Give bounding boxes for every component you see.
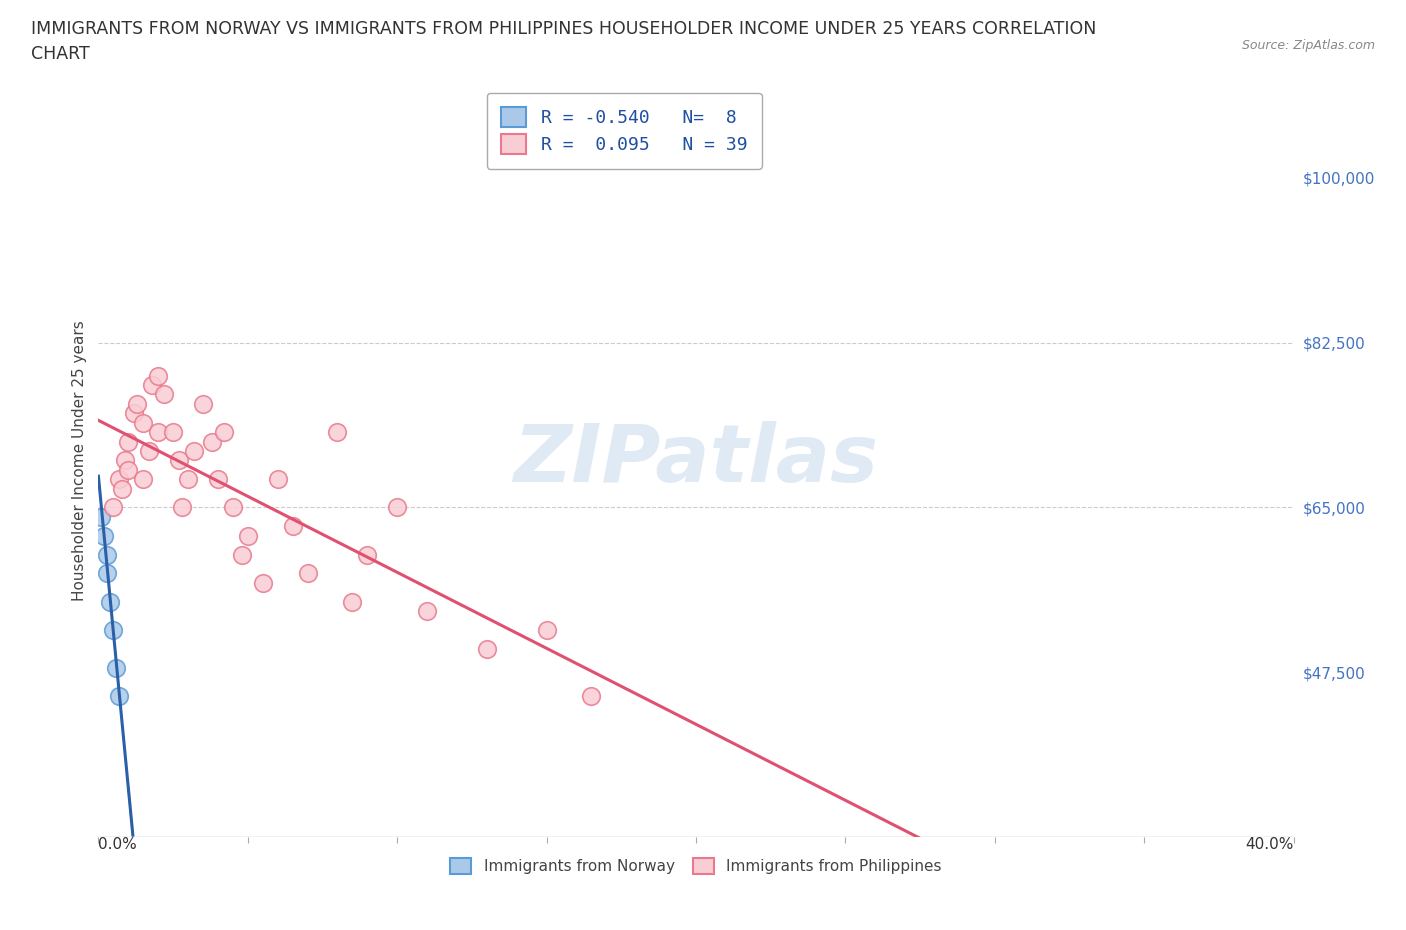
Point bbox=[326, 425, 349, 440]
Point bbox=[96, 565, 118, 580]
Point bbox=[252, 576, 274, 591]
Point bbox=[231, 547, 253, 562]
Y-axis label: Householder Income Under 25 years: Householder Income Under 25 years bbox=[72, 320, 87, 601]
Point bbox=[103, 622, 125, 637]
Point bbox=[127, 396, 149, 411]
Text: ZIPatlas: ZIPatlas bbox=[513, 421, 879, 499]
Point bbox=[536, 622, 558, 637]
Text: Source: ZipAtlas.com: Source: ZipAtlas.com bbox=[1241, 39, 1375, 52]
Point bbox=[267, 472, 290, 486]
Point bbox=[162, 425, 184, 440]
Text: IMMIGRANTS FROM NORWAY VS IMMIGRANTS FROM PHILIPPINES HOUSEHOLDER INCOME UNDER 2: IMMIGRANTS FROM NORWAY VS IMMIGRANTS FRO… bbox=[31, 20, 1097, 38]
Point bbox=[297, 565, 319, 580]
Text: 0.0%: 0.0% bbox=[98, 837, 138, 852]
Point bbox=[117, 462, 139, 477]
Point bbox=[356, 547, 378, 562]
Point bbox=[385, 500, 409, 515]
Point bbox=[141, 378, 163, 392]
Point bbox=[172, 500, 194, 515]
Point bbox=[108, 472, 131, 486]
Point bbox=[108, 688, 131, 703]
Point bbox=[96, 547, 118, 562]
Point bbox=[105, 660, 128, 675]
Point bbox=[111, 481, 134, 496]
Point bbox=[93, 528, 115, 543]
Point bbox=[236, 528, 259, 543]
Point bbox=[114, 453, 136, 468]
Point bbox=[191, 396, 214, 411]
Legend: Immigrants from Norway, Immigrants from Philippines: Immigrants from Norway, Immigrants from … bbox=[443, 851, 949, 882]
Point bbox=[117, 434, 139, 449]
Text: 40.0%: 40.0% bbox=[1246, 837, 1294, 852]
Point bbox=[98, 594, 122, 609]
Point bbox=[281, 519, 304, 534]
Point bbox=[132, 415, 155, 430]
Point bbox=[212, 425, 235, 440]
Point bbox=[207, 472, 229, 486]
Point bbox=[148, 368, 170, 383]
Point bbox=[475, 642, 498, 657]
Point bbox=[148, 425, 170, 440]
Point bbox=[342, 594, 364, 609]
Point bbox=[132, 472, 155, 486]
Point bbox=[167, 453, 190, 468]
Point bbox=[416, 604, 439, 618]
Point bbox=[90, 510, 112, 525]
Text: CHART: CHART bbox=[31, 45, 90, 62]
Point bbox=[201, 434, 224, 449]
Point bbox=[177, 472, 200, 486]
Point bbox=[581, 688, 603, 703]
Point bbox=[153, 387, 176, 402]
Point bbox=[138, 444, 160, 458]
Point bbox=[183, 444, 205, 458]
Point bbox=[222, 500, 245, 515]
Point bbox=[103, 500, 125, 515]
Point bbox=[124, 405, 146, 420]
